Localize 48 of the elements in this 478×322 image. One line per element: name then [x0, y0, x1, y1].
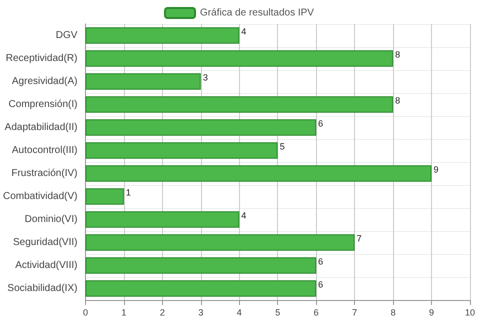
bar — [85, 50, 394, 67]
data-label: 4 — [241, 26, 246, 36]
y-tick-label: Agresividad(A) — [12, 76, 78, 87]
y-tick-label: Dominio(VI) — [24, 214, 78, 225]
x-tick-label: 10 — [464, 308, 475, 318]
y-tick-label: Combatividad(V) — [2, 191, 78, 202]
data-label: 8 — [395, 96, 400, 106]
bar — [85, 257, 316, 274]
y-tick-label: Actividad(VIII) — [15, 260, 78, 271]
bar — [85, 280, 316, 297]
y-tick-label: Sociabilidad(IX) — [7, 283, 78, 294]
data-label: 5 — [280, 142, 285, 152]
bar — [85, 73, 201, 90]
x-tick-label: 0 — [82, 308, 88, 318]
data-label: 4 — [241, 210, 246, 220]
y-tick-label: Autocontrol(III) — [12, 145, 78, 156]
x-tick-label: 1 — [121, 308, 126, 318]
bar — [85, 142, 278, 159]
x-tick-label: 8 — [390, 308, 396, 318]
bar — [85, 188, 124, 205]
data-label: 6 — [318, 118, 324, 128]
bar — [85, 165, 432, 182]
x-tick-label: 5 — [275, 308, 280, 318]
bar — [85, 211, 240, 228]
y-tick-label: Comprensión(I) — [8, 99, 78, 110]
x-tick-label: 4 — [236, 308, 242, 318]
y-tick-label: Seguridad(VII) — [12, 237, 78, 248]
x-tick-label: 2 — [160, 308, 165, 318]
data-label: 6 — [318, 256, 324, 266]
data-label: 1 — [126, 188, 131, 198]
x-tick-label: 3 — [198, 308, 204, 318]
bar — [85, 119, 316, 136]
y-tick-label: Adaptabilidad(II) — [4, 122, 78, 133]
y-tick-label: DGV — [56, 30, 78, 41]
x-tick-label: 9 — [429, 308, 434, 318]
bar — [85, 27, 240, 44]
x-tick-label: 6 — [314, 308, 319, 318]
bar — [85, 234, 355, 251]
legend-label: Gráfica de resultados IPV — [200, 8, 314, 18]
bar — [85, 96, 394, 113]
data-label: 8 — [395, 50, 400, 60]
y-tick-label: Frustración(IV) — [11, 168, 78, 179]
data-label: 3 — [202, 72, 208, 82]
y-tick-label: Receptividad(R) — [6, 53, 78, 64]
data-label: 9 — [434, 164, 439, 174]
data-label: 7 — [356, 234, 362, 244]
x-tick-label: 7 — [352, 308, 358, 318]
data-label: 6 — [318, 280, 324, 290]
